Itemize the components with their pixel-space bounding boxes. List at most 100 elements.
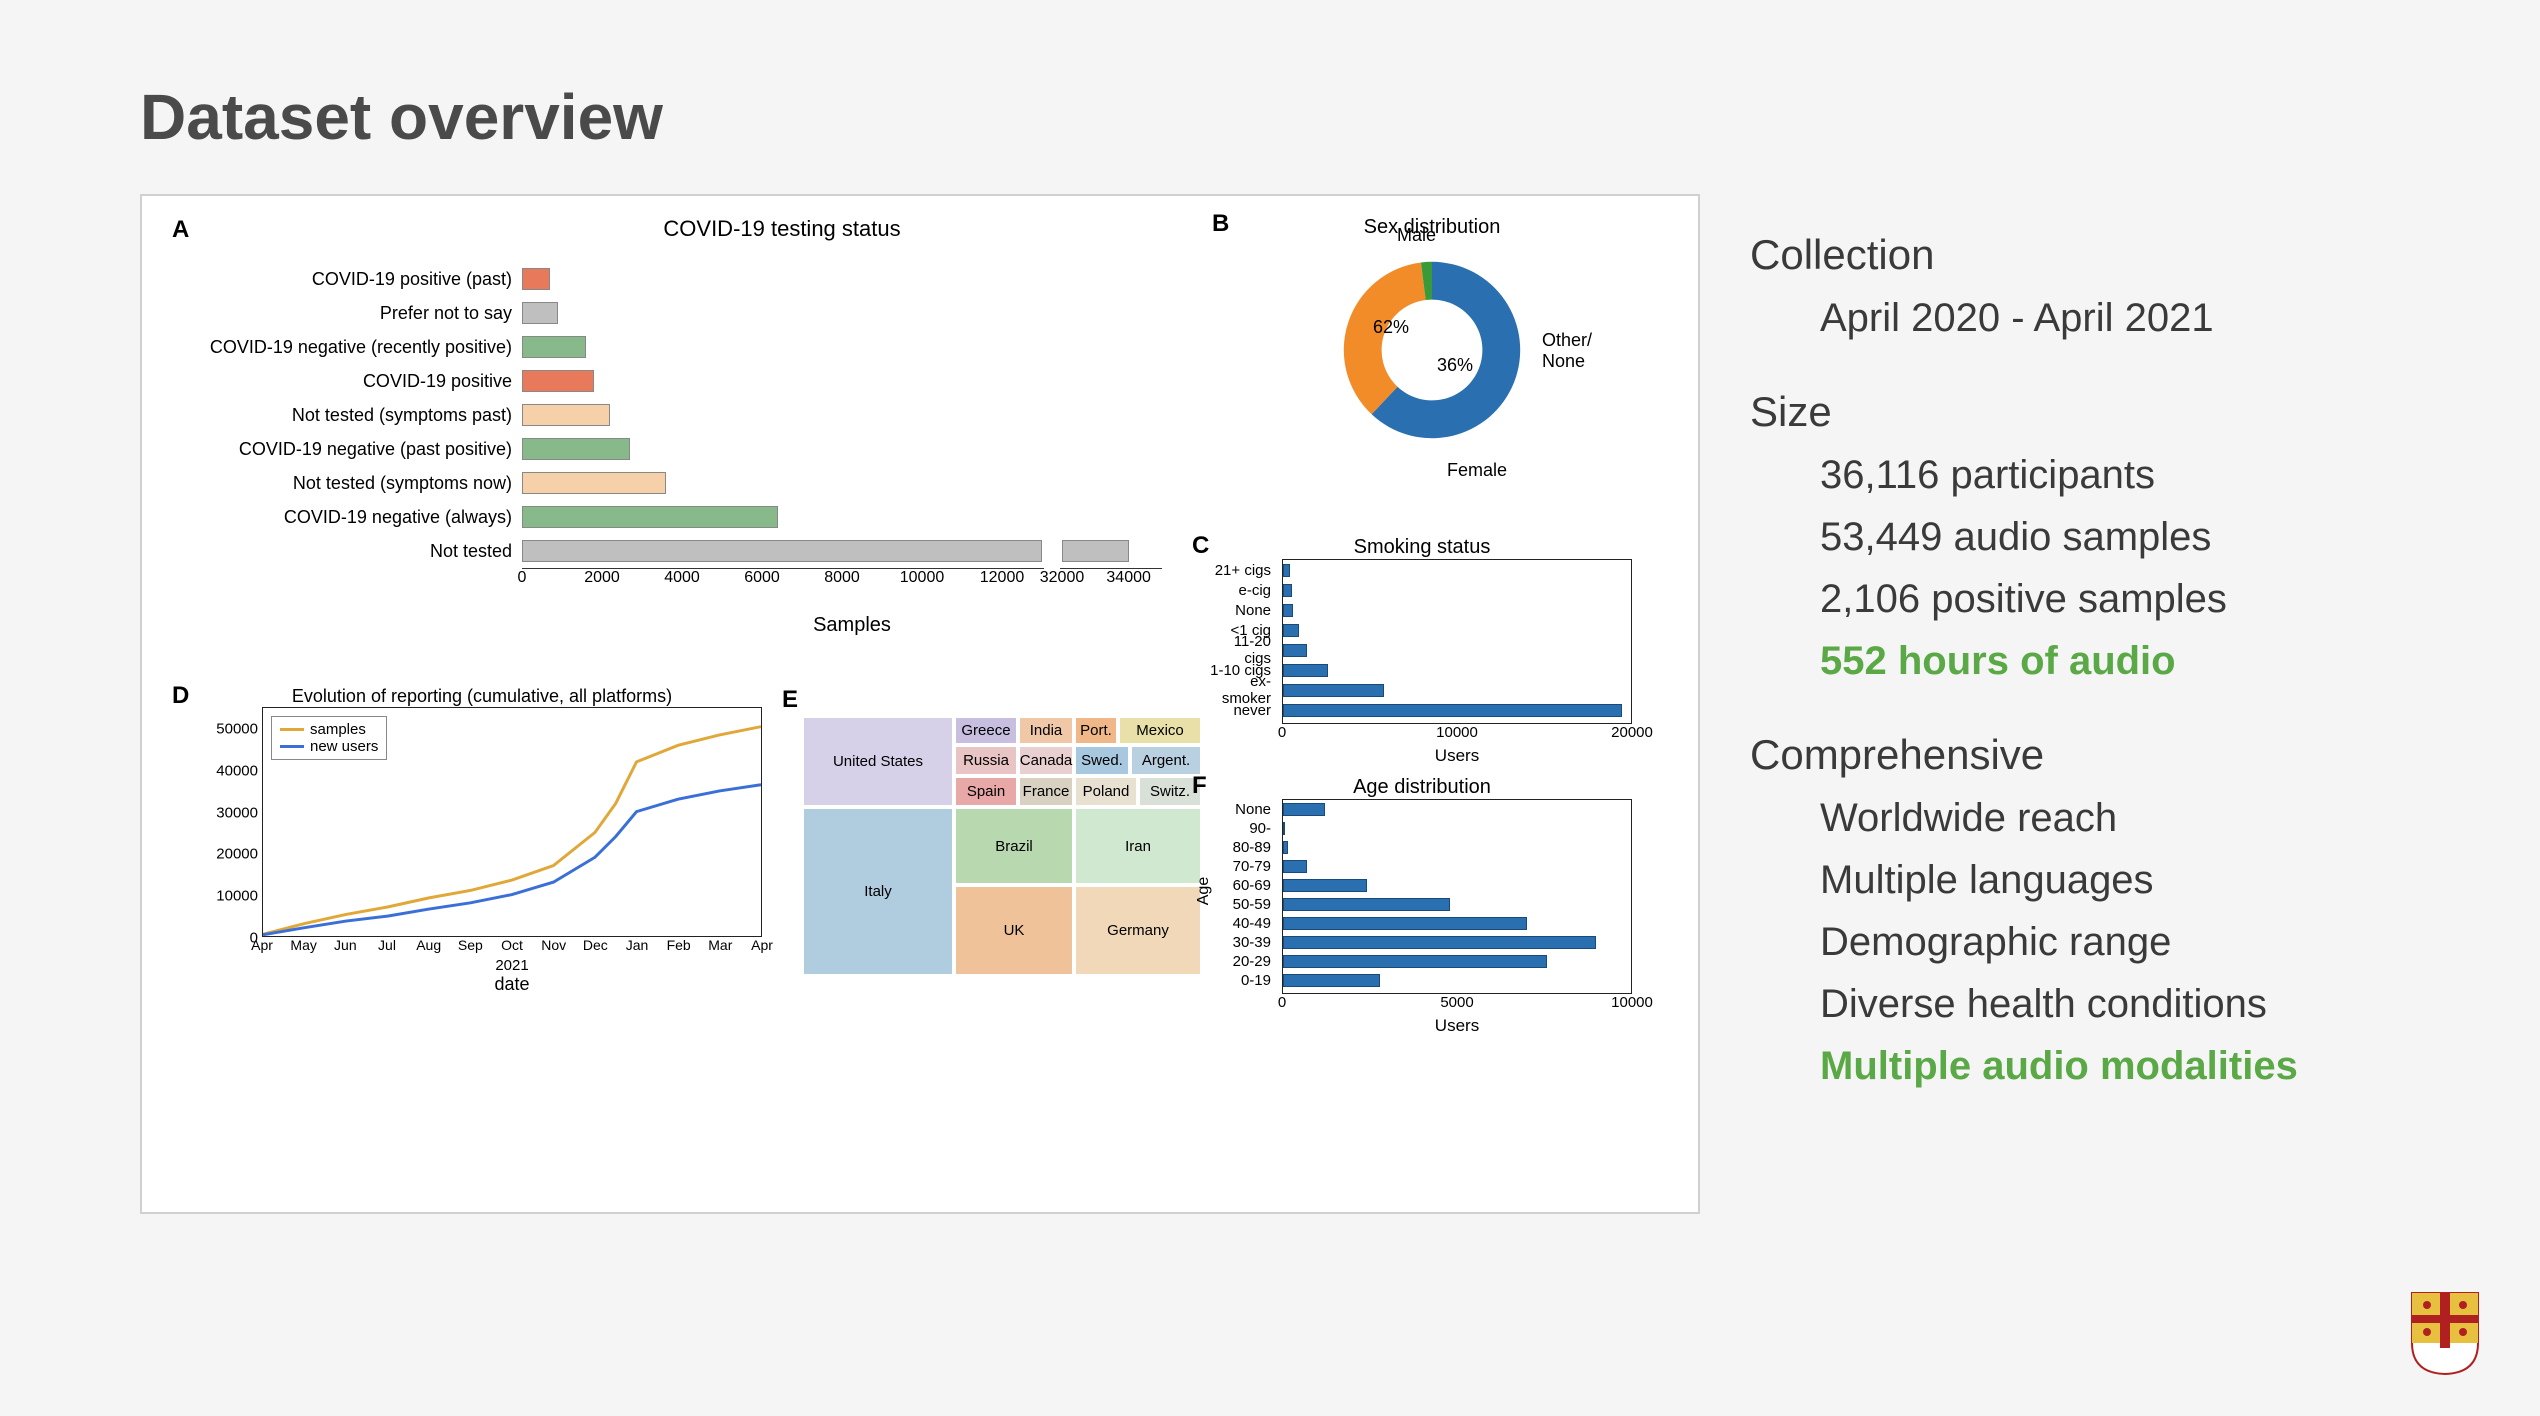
- bar-row: None: [1283, 800, 1631, 819]
- bar: [1283, 974, 1380, 987]
- bar-label: Not tested (symptoms now): [202, 473, 522, 494]
- page-title: Dataset overview: [140, 80, 2440, 154]
- bar-label: None: [1207, 801, 1277, 818]
- bar: [1283, 584, 1292, 597]
- sidebar: Collection April 2020 - April 2021 Size …: [1750, 194, 2440, 1214]
- bar: [1283, 917, 1527, 930]
- bar-row: 60-69: [1283, 876, 1631, 895]
- bar-row: COVID-19 negative (recently positive): [202, 330, 1182, 364]
- bar-label: Prefer not to say: [202, 303, 522, 324]
- size-4: 552 hours of audio: [1750, 630, 2440, 692]
- bar-row: 21+ cigs: [1283, 560, 1631, 580]
- treemap-cell: Swed.: [1074, 745, 1130, 776]
- treemap-cell: Port.: [1074, 716, 1118, 745]
- bar: [1283, 664, 1328, 677]
- bar: [1283, 704, 1622, 717]
- bar-label: 90-: [1207, 820, 1277, 837]
- bar: [522, 404, 610, 426]
- donut-female: Female: [1447, 460, 1507, 481]
- bar-label: 70-79: [1207, 858, 1277, 875]
- bar: [1283, 879, 1367, 892]
- bar-row: Prefer not to say: [202, 296, 1182, 330]
- bar: [522, 336, 586, 358]
- bar-label: 20-29: [1207, 953, 1277, 970]
- bar-label: 30-39: [1207, 934, 1277, 951]
- bar-row: Not tested: [202, 534, 1182, 568]
- line-chart: samples new users 0100002000030000400005…: [262, 707, 762, 937]
- crest-icon: [2410, 1291, 2480, 1376]
- treemap-cell: France: [1018, 776, 1074, 807]
- bar-label: COVID-19 positive (past): [202, 269, 522, 290]
- bar: [1283, 624, 1299, 637]
- bar-row: never: [1283, 700, 1631, 720]
- bar-label: COVID-19 negative (past positive): [202, 439, 522, 460]
- collection-value: April 2020 - April 2021: [1750, 287, 2440, 349]
- bar-row: None: [1283, 600, 1631, 620]
- bar-row: 0-19: [1283, 971, 1631, 990]
- bar: [1283, 684, 1384, 697]
- bar-row: 90-: [1283, 819, 1631, 838]
- bar: [1062, 540, 1129, 562]
- bar-row: Not tested (symptoms now): [202, 466, 1182, 500]
- treemap: ItalyUnited StatesBrazilUKGreeceRussiaSp…: [802, 716, 1202, 976]
- treemap-cell: Iran: [1074, 807, 1202, 885]
- legend-users-label: new users: [310, 738, 378, 755]
- bar-row: 1-10 cigs: [1283, 660, 1631, 680]
- panel-f-title: Age distribution: [1212, 776, 1632, 799]
- slide: Dataset overview A COVID-19 testing stat…: [0, 0, 2540, 1416]
- bar-row: 70-79: [1283, 857, 1631, 876]
- panel-f-axis: 0500010000: [1282, 994, 1632, 1016]
- figure-panel: A COVID-19 testing status COVID-19 posit…: [140, 194, 1700, 1214]
- panel-d-year: 2021: [262, 957, 762, 974]
- comp-heading: Comprehensive: [1750, 722, 2440, 787]
- bar: [522, 370, 594, 392]
- panel-a-xlabel: Samples: [522, 614, 1182, 637]
- bar: [522, 472, 666, 494]
- bar: [1283, 604, 1293, 617]
- bar-label: 21+ cigs: [1207, 562, 1277, 579]
- treemap-cell: India: [1018, 716, 1074, 745]
- panel-d-label: D: [172, 682, 189, 710]
- bar-row: 40-49: [1283, 914, 1631, 933]
- bar-label: 60-69: [1207, 877, 1277, 894]
- bar: [1283, 822, 1285, 835]
- bar-label: 0-19: [1207, 972, 1277, 989]
- panel-d-title: Evolution of reporting (cumulative, all …: [202, 686, 762, 707]
- bar: [1283, 955, 1547, 968]
- size-1: 36,116 participants: [1750, 444, 2440, 506]
- panel-c: C Smoking status 21+ cigse-cigNone<1 cig…: [1212, 536, 1632, 756]
- treemap-cell: Germany: [1074, 885, 1202, 976]
- bar-label: never: [1207, 702, 1277, 719]
- size-heading: Size: [1750, 379, 2440, 444]
- bar: [522, 268, 550, 290]
- bar: [522, 302, 558, 324]
- donut-slice: [1344, 262, 1426, 414]
- treemap-cell: Poland: [1074, 776, 1138, 807]
- bar-label: 40-49: [1207, 915, 1277, 932]
- bar-label: COVID-19 negative (always): [202, 507, 522, 528]
- panel-f-xlabel: Users: [1282, 1016, 1632, 1036]
- bar-row: COVID-19 positive (past): [202, 262, 1182, 296]
- bar: [522, 438, 630, 460]
- panel-b: B Sex distribution 62% 36% Male Female O…: [1242, 216, 1622, 516]
- legend-samples: samples: [280, 721, 378, 738]
- bar-label: COVID-19 positive: [202, 371, 522, 392]
- bar: [1283, 564, 1290, 577]
- bar-label: None: [1207, 602, 1277, 619]
- bar: [522, 540, 1042, 562]
- bar: [1283, 936, 1596, 949]
- legend-samples-label: samples: [310, 721, 366, 738]
- bar: [1283, 644, 1307, 657]
- bar-row: 11-20 cigs: [1283, 640, 1631, 660]
- panel-c-xlabel: Users: [1282, 746, 1632, 766]
- bar-row: ex-smoker: [1283, 680, 1631, 700]
- bar-label: Not tested (symptoms past): [202, 405, 522, 426]
- bar: [1283, 803, 1325, 816]
- legend-users: new users: [280, 738, 378, 755]
- bar-label: Not tested: [202, 541, 522, 562]
- treemap-cell: Spain: [954, 776, 1018, 807]
- collection-heading: Collection: [1750, 222, 2440, 287]
- bar-row: Not tested (symptoms past): [202, 398, 1182, 432]
- comp-5: Multiple audio modalities: [1750, 1035, 2440, 1097]
- panel-b-label: B: [1212, 210, 1229, 238]
